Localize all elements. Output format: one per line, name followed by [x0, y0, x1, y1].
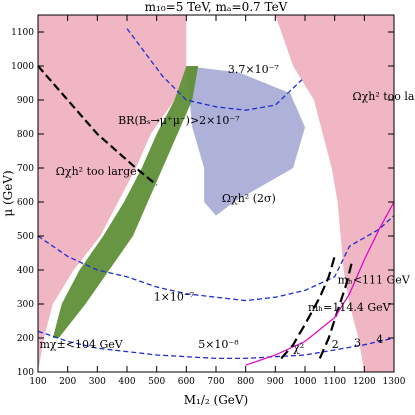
x-tick-label: 600	[178, 377, 195, 387]
chart-annotation: χ²	[293, 342, 304, 355]
x-tick-label: 500	[148, 377, 165, 387]
x-tick-label: 1100	[323, 377, 346, 387]
chart-annotation: 3.7×10⁻⁷	[228, 63, 280, 76]
boundary-line	[37, 65, 158, 186]
chart-annotation: Ωχh² (2σ)	[222, 192, 276, 205]
chart-annotation: Ωχh² too large	[56, 165, 137, 178]
chart-annotation: 1×10⁻⁷	[154, 291, 195, 304]
y-tick-label: 900	[17, 96, 34, 106]
series-line	[37, 215, 395, 302]
chart-annotation: BR(Bₛ→μ⁺μ⁻)>2×10⁻⁷	[118, 114, 240, 127]
x-tick-label: 1200	[353, 377, 376, 387]
x-tick-label: 1000	[294, 377, 317, 387]
region-relic-2sigma	[52, 66, 199, 338]
chart-annotation: mₕ=114.4 GeV	[308, 301, 392, 314]
y-tick-label: 1000	[11, 62, 34, 72]
region-relic-too-large	[38, 15, 187, 372]
chart-annotation: mₕ<111 GeV	[338, 274, 411, 287]
y-tick-label: 700	[17, 164, 34, 174]
chart-annotation: 3	[354, 337, 361, 350]
series-line	[37, 330, 395, 360]
chart-annotation: 5×10⁻⁸	[198, 338, 239, 351]
y-tick-label: 800	[17, 130, 34, 140]
x-tick-label: 700	[207, 377, 224, 387]
x-tick-label: 300	[89, 377, 106, 387]
y-tick-label: 200	[17, 334, 34, 344]
y-tick-label: 300	[17, 300, 34, 310]
series-line	[245, 201, 395, 366]
y-tick-label: 600	[17, 198, 34, 208]
series-line	[318, 259, 354, 359]
x-tick-label: 900	[267, 377, 284, 387]
y-tick-label: 400	[17, 266, 34, 276]
region-relic-too-large	[275, 15, 394, 372]
x-axis-title: M₁/₂ (GeV)	[184, 393, 248, 407]
chart-annotation: 4	[376, 333, 383, 346]
x-tick-label: 400	[118, 377, 135, 387]
y-tick-label: 500	[17, 232, 34, 242]
y-tick-label: 100	[17, 368, 34, 378]
x-tick-label: 100	[29, 377, 46, 387]
chart-annotation: Ωχh² too large	[352, 90, 415, 103]
x-tick-label: 200	[59, 377, 76, 387]
y-tick-label: 1100	[11, 28, 34, 38]
chart-title: m₁₀=5 TeV, mₐ=0.7 TeV	[145, 0, 288, 14]
chart-annotation: mχ±<104 GeV	[39, 338, 123, 351]
series-line	[126, 28, 303, 111]
y-axis-title: μ (GeV)	[1, 170, 15, 216]
x-tick-label: 1300	[383, 377, 406, 387]
x-tick-label: 800	[237, 377, 254, 387]
region-bsmumu-excluded	[186, 66, 305, 216]
chart-annotation: 2	[332, 338, 339, 351]
series-line	[280, 256, 336, 360]
